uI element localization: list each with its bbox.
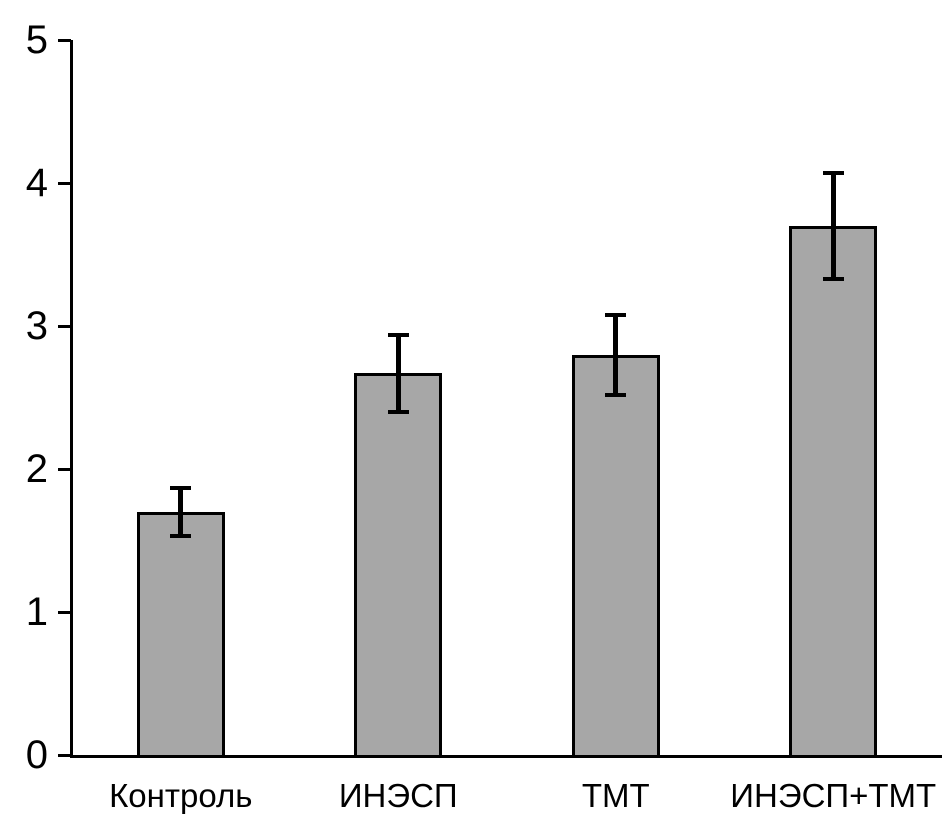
error-bar-cap-bottom	[822, 276, 844, 281]
y-tick-label: 4	[25, 161, 48, 205]
error-bar	[830, 172, 836, 279]
y-tick-label: 0	[25, 733, 48, 777]
error-bar-cap-bottom	[605, 392, 627, 397]
x-category-label: Контроль	[109, 777, 253, 814]
bar	[789, 225, 878, 755]
error-bar-cap-bottom	[170, 534, 192, 539]
y-axis-line	[70, 40, 73, 758]
x-category-label: ИНЭСП	[338, 777, 458, 814]
error-bar-cap-top	[387, 332, 409, 337]
error-bar-cap-top	[170, 485, 192, 490]
y-tick-label: 5	[25, 18, 48, 62]
y-axis-tick	[58, 324, 71, 328]
y-axis-tick	[58, 610, 71, 614]
error-bar	[395, 334, 401, 412]
x-category-label: ИНЭСП+ТМТ	[730, 777, 937, 814]
y-axis-tick	[58, 467, 71, 471]
y-tick-label: 2	[25, 447, 48, 491]
y-axis-tick	[58, 181, 71, 185]
error-bar	[613, 314, 619, 395]
y-tick-label: 1	[25, 590, 48, 634]
bar	[571, 354, 660, 755]
error-bar-cap-bottom	[387, 409, 409, 414]
y-axis-tick	[58, 753, 71, 757]
y-axis-tick	[58, 38, 71, 42]
error-bar-cap-top	[822, 170, 844, 175]
x-category-label: ТМТ	[581, 777, 650, 814]
bar	[354, 373, 443, 755]
bar	[136, 511, 225, 755]
error-bar-cap-top	[605, 312, 627, 317]
x-axis-line	[70, 755, 942, 758]
error-bar	[178, 487, 184, 537]
y-tick-label: 3	[25, 304, 48, 348]
